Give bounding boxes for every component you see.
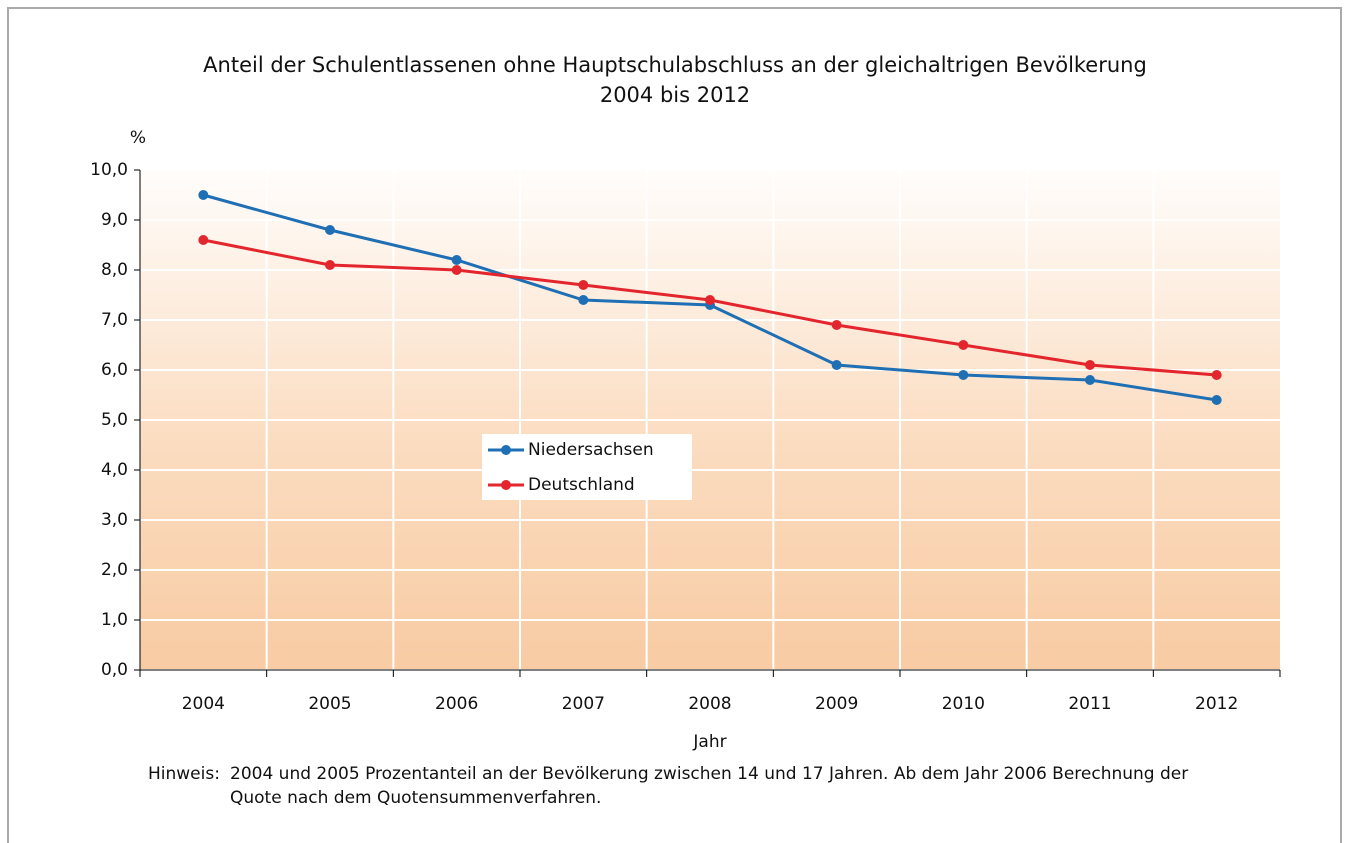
data-point xyxy=(705,295,715,305)
chart-title: Anteil der Schulentlassenen ohne Hauptsc… xyxy=(203,53,1147,77)
y-tick-label: 4,0 xyxy=(101,460,128,480)
note-label: Hinweis: xyxy=(148,764,220,784)
legend-marker xyxy=(501,445,511,455)
data-point xyxy=(325,225,335,235)
data-point xyxy=(325,260,335,270)
y-tick-label: 0,0 xyxy=(101,660,128,680)
data-point xyxy=(958,370,969,380)
x-tick-label: 2007 xyxy=(562,694,605,714)
y-tick-label: 5,0 xyxy=(101,410,128,430)
y-tick-label: 8,0 xyxy=(101,260,128,280)
y-tick-label: 10,0 xyxy=(90,160,128,180)
data-point xyxy=(198,190,209,200)
data-point xyxy=(831,360,842,370)
y-tick-label: 1,0 xyxy=(101,610,128,630)
y-tick-label: 3,0 xyxy=(101,510,128,530)
x-tick-label: 2004 xyxy=(182,694,225,714)
data-point xyxy=(958,340,969,350)
note-line: 2004 und 2005 Prozentanteil an der Bevöl… xyxy=(230,764,1188,784)
frame xyxy=(7,7,1342,843)
note-line: Quote nach dem Quotensummenverfahren. xyxy=(230,788,601,808)
x-tick-label: 2006 xyxy=(435,694,478,714)
x-tick-label: 2010 xyxy=(942,694,985,714)
x-tick-label: 2011 xyxy=(1068,694,1111,714)
legend-marker xyxy=(501,480,511,490)
y-tick-label: 7,0 xyxy=(101,310,128,330)
data-point xyxy=(578,295,589,305)
x-axis-label: Jahr xyxy=(692,732,726,752)
data-point xyxy=(1211,370,1222,380)
chart-subtitle: 2004 bis 2012 xyxy=(600,83,750,107)
legend-label: Deutschland xyxy=(528,475,635,495)
x-tick-label: 2012 xyxy=(1195,694,1238,714)
data-point xyxy=(451,265,462,275)
legend-label: Niedersachsen xyxy=(528,440,654,460)
y-tick-label: 9,0 xyxy=(101,210,128,230)
data-point xyxy=(451,255,462,265)
data-point xyxy=(198,235,209,245)
legend-box xyxy=(482,434,692,500)
x-tick-label: 2008 xyxy=(688,694,731,714)
data-point xyxy=(1085,360,1095,370)
x-tick-label: 2009 xyxy=(815,694,858,714)
data-point xyxy=(1211,395,1222,405)
data-point xyxy=(831,320,842,330)
y-tick-label: 6,0 xyxy=(101,360,128,380)
y-axis-label: % xyxy=(130,128,146,148)
data-point xyxy=(1085,375,1095,385)
data-point xyxy=(578,280,589,290)
x-tick-label: 2005 xyxy=(308,694,351,714)
y-tick-label: 2,0 xyxy=(101,560,128,580)
